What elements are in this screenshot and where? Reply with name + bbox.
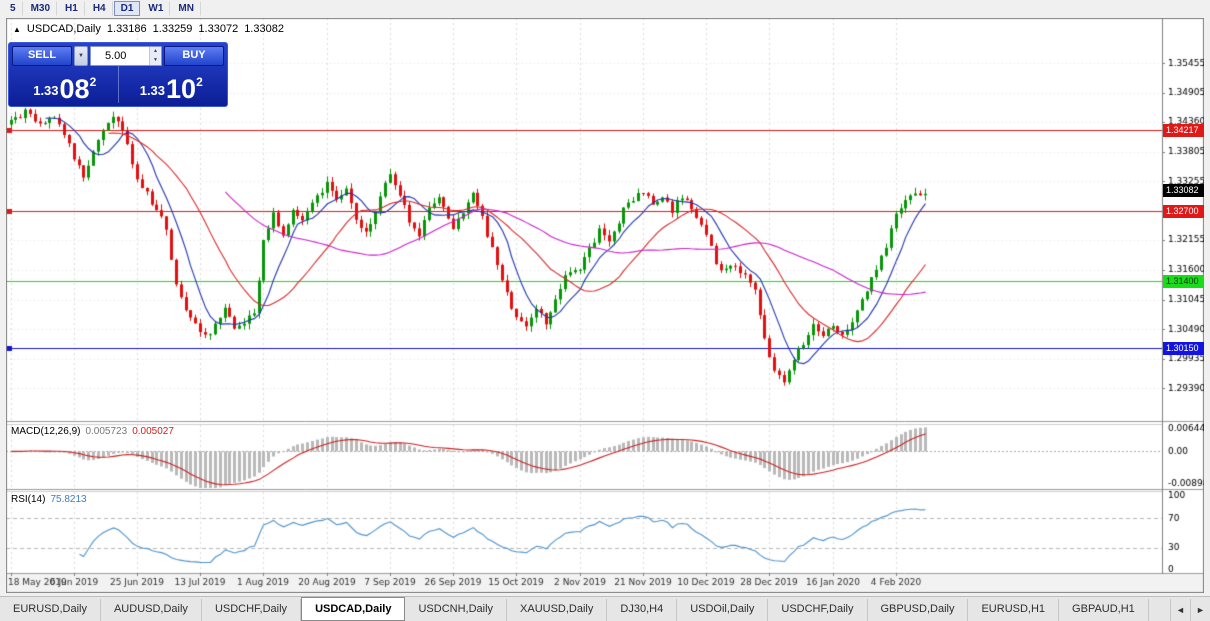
volume-field[interactable]: 5.00 ▲ ▼ [90, 46, 162, 66]
buy-price-big: 10 [166, 74, 197, 105]
volume-stepper: ▲ ▼ [149, 47, 161, 65]
sell-button[interactable]: SELL [12, 46, 72, 66]
buy-price-sup: 2 [196, 75, 203, 89]
macd-name: MACD(12,26,9) [11, 426, 81, 437]
rsi-indicator-label: RSI(14) 75.8213 [11, 494, 87, 505]
chart-ohlc-header: ▲ USDCAD,Daily 1.33186 1.33259 1.33072 1.3308… [13, 23, 290, 35]
chart-tab-gbpaud-h1[interactable]: GBPAUD,H1 [1059, 599, 1149, 621]
ohlc-close: 1.33082 [244, 23, 284, 35]
ohlc-open: 1.33186 [106, 23, 147, 35]
one-click-trading-panel: SELL ▼ 5.00 ▲ ▼ BUY 1.33 08 2 [8, 42, 228, 107]
chart-tab-usdchf-daily[interactable]: USDCHF,Daily [768, 599, 868, 621]
timeframe-button-m30[interactable]: M30 [24, 1, 58, 16]
sell-price-big: 08 [59, 74, 90, 105]
rsi-name: RSI(14) [11, 494, 46, 505]
chart-tab-usdcnh-daily[interactable]: USDCNH,Daily [405, 599, 508, 621]
ohlc-high: 1.33259 [152, 23, 193, 35]
chart-tab-audusd-daily[interactable]: AUDUSD,Daily [101, 599, 202, 621]
timeframe-button-mn[interactable]: MN [171, 1, 201, 16]
chart-symbol-title: USDCAD,Daily [26, 23, 101, 35]
tab-scroll-right-icon[interactable]: ► [1190, 599, 1210, 621]
price-chart-canvas[interactable] [6, 18, 1204, 593]
macd-main-value: 0.005723 [85, 426, 128, 437]
timeframe-button-h4[interactable]: H4 [86, 1, 113, 16]
volume-up-icon[interactable]: ▲ [150, 47, 161, 56]
chart-tab-eurusd-h1[interactable]: EURUSD,H1 [968, 599, 1060, 621]
volume-dropdown-icon[interactable]: ▼ [74, 46, 88, 66]
tab-scroll-left-icon[interactable]: ◄ [1170, 599, 1190, 621]
chart-window: ▲ USDCAD,Daily 1.33186 1.33259 1.33072 1.3308… [6, 18, 1204, 593]
chart-tab-usdcad-daily[interactable]: USDCAD,Daily [301, 597, 406, 621]
chart-tab-dj30-h4[interactable]: DJ30,H4 [607, 599, 678, 621]
chart-tab-gbpusd-daily[interactable]: GBPUSD,Daily [868, 599, 969, 621]
timeframe-button-h1[interactable]: H1 [58, 1, 85, 16]
buy-price-prefix: 1.33 [139, 83, 166, 98]
level-price-tag-1.32700[interactable]: 1.32700 [1163, 205, 1204, 218]
price-axis-tags: 1.34217 1.32700 1.31400 1.30150 1.33082 [1163, 18, 1204, 593]
sell-price-sup: 2 [89, 75, 97, 89]
timeframe-button-w1[interactable]: W1 [141, 1, 171, 16]
chart-tab-xauusd-daily[interactable]: XAUUSD,Daily [507, 599, 608, 621]
timeframe-toolbar: 5 M30 H1 H4 D1 W1 MN [3, 0, 201, 17]
chart-tab-usdoil-daily[interactable]: USDOil,Daily [677, 599, 769, 621]
current-price-tag[interactable]: 1.33082 [1163, 184, 1204, 197]
buy-price[interactable]: 1.33 10 2 [117, 66, 225, 105]
macd-signal-value: 0.005027 [132, 426, 174, 437]
sell-price[interactable]: 1.33 08 2 [12, 66, 118, 103]
timeframe-button-d1[interactable]: D1 [113, 1, 141, 16]
buy-button[interactable]: BUY [164, 46, 224, 66]
volume-down-icon[interactable]: ▼ [150, 56, 161, 65]
ohlc-low: 1.33072 [198, 23, 239, 35]
level-price-tag-1.34217[interactable]: 1.34217 [1163, 124, 1204, 137]
rsi-value: 75.8213 [50, 494, 87, 505]
chart-tab-eurusd-daily[interactable]: EURUSD,Daily [0, 599, 101, 621]
volume-value[interactable]: 5.00 [105, 50, 127, 62]
chart-tab-bar: EURUSD,Daily AUDUSD,Daily USDCHF,Daily USDC… [0, 596, 1210, 621]
level-price-tag-1.31400[interactable]: 1.31400 [1163, 275, 1204, 288]
one-click-collapse-icon[interactable]: ▲ [13, 25, 21, 34]
sell-price-prefix: 1.33 [33, 83, 59, 98]
level-price-tag-1.30150[interactable]: 1.30150 [1163, 342, 1204, 355]
timeframe-button-5[interactable]: 5 [3, 1, 23, 16]
macd-indicator-label: MACD(12,26,9) 0.005723 0.005027 [11, 426, 174, 437]
chart-tab-usdchf-daily[interactable]: USDCHF,Daily [202, 599, 302, 621]
